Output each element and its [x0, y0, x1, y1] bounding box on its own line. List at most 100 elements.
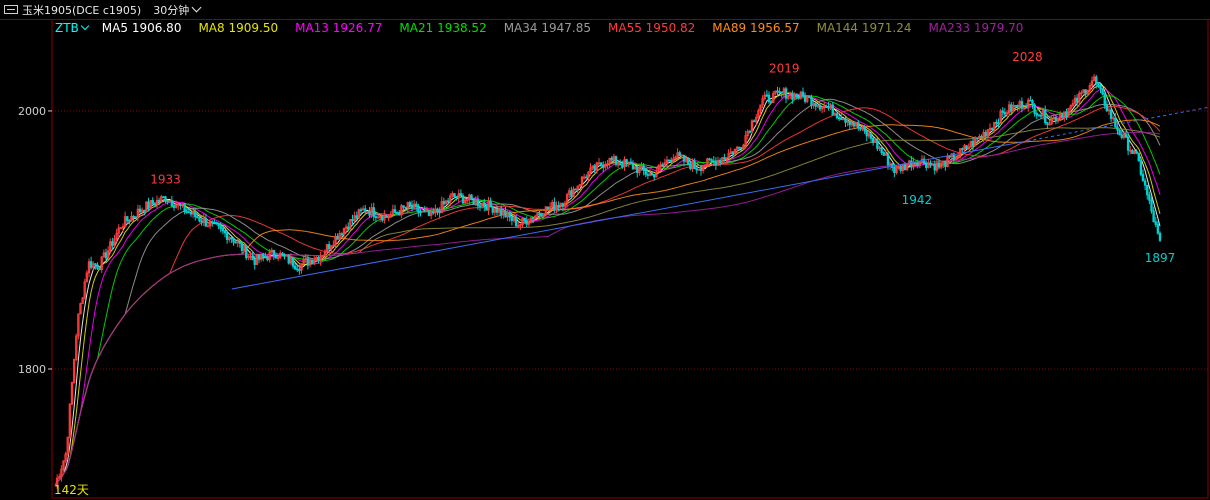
candle: [842, 117, 845, 121]
candle: [364, 204, 367, 214]
candle: [126, 216, 129, 225]
candle-body: [432, 210, 435, 214]
candle: [1129, 146, 1132, 155]
candle-body: [391, 209, 395, 215]
candle-body: [1084, 89, 1087, 95]
window-icon[interactable]: [4, 5, 18, 14]
candle: [901, 163, 905, 174]
candle-body: [130, 215, 133, 222]
candle: [740, 146, 743, 152]
candle-body: [859, 127, 862, 130]
candle: [1124, 130, 1128, 139]
candle-body: [814, 103, 817, 107]
candle-body: [327, 244, 331, 250]
candle-body: [593, 165, 596, 171]
candle-body: [587, 171, 590, 179]
candle-body: [55, 477, 59, 486]
candle-body: [383, 214, 386, 221]
period-selector[interactable]: 30分钟: [153, 2, 202, 18]
candle: [682, 154, 686, 167]
candle: [729, 147, 732, 155]
ma-line-ma13: [54, 88, 1161, 486]
candle-body: [886, 153, 890, 166]
candle: [245, 244, 248, 261]
candle-body: [699, 168, 703, 171]
y-tick-label-1800: 1800: [18, 363, 46, 376]
candle-body: [712, 160, 715, 163]
candle-body: [744, 135, 747, 146]
candle: [1014, 104, 1017, 107]
candle-body: [978, 135, 981, 139]
candle: [638, 164, 641, 176]
candle: [706, 157, 709, 167]
candle-body: [463, 199, 467, 204]
candle: [223, 230, 227, 238]
candle-body: [264, 256, 267, 258]
candle: [398, 209, 401, 216]
candle: [115, 228, 118, 243]
candle: [582, 173, 586, 180]
candle-body: [697, 168, 701, 171]
candle: [410, 200, 414, 212]
candle: [189, 211, 193, 217]
candle-body: [642, 165, 645, 171]
candle-body: [555, 205, 558, 210]
candle: [757, 108, 760, 119]
candle: [306, 254, 310, 270]
candle-body: [922, 158, 926, 165]
candle: [810, 94, 813, 109]
candle-body: [778, 91, 781, 94]
candle-body: [976, 137, 979, 140]
candle-body: [1031, 100, 1034, 106]
candle: [691, 158, 694, 172]
indicator-selector[interactable]: ZTB: [55, 21, 90, 35]
candle-body: [895, 166, 898, 173]
candle-body: [266, 256, 269, 261]
candle-body: [196, 216, 199, 219]
candle: [1090, 76, 1094, 89]
candle: [776, 86, 779, 97]
candle-body: [986, 129, 990, 137]
candle-body: [228, 237, 231, 240]
candle-body: [238, 241, 242, 244]
candle: [1101, 88, 1104, 96]
candle: [863, 124, 866, 134]
candle-body: [665, 159, 669, 164]
candle-body: [168, 200, 171, 203]
price-chart[interactable]: 1933 2019 1942 2028 1897 2000 1800 142天: [0, 20, 1210, 500]
candle-body: [733, 148, 737, 155]
candle: [211, 220, 214, 227]
candle-body: [799, 91, 803, 99]
candle-body: [253, 259, 256, 265]
candle-body: [106, 250, 110, 259]
candle: [470, 194, 473, 201]
candle-body: [1073, 97, 1077, 104]
candle-body: [187, 211, 191, 214]
candle: [750, 119, 754, 135]
candle: [612, 153, 616, 165]
candle: [876, 137, 879, 152]
candle: [657, 164, 660, 173]
candle: [1022, 106, 1026, 110]
candle-body: [336, 235, 339, 240]
candle-body: [963, 145, 966, 150]
candle-body: [982, 131, 985, 138]
candle: [687, 157, 690, 166]
candle-body: [931, 163, 934, 166]
candle-body: [251, 255, 254, 261]
candle: [1107, 105, 1111, 115]
candle-body: [1105, 104, 1109, 111]
candle: [565, 192, 569, 207]
candle: [1031, 99, 1034, 109]
candle-body: [1154, 221, 1157, 225]
candle-body: [1088, 85, 1092, 91]
candle: [72, 358, 76, 384]
candle-body: [750, 120, 754, 133]
candle-body: [472, 198, 475, 205]
candle: [748, 129, 752, 134]
candle: [376, 213, 380, 219]
candle-body: [1097, 82, 1100, 87]
candle-body: [402, 205, 405, 208]
candle: [999, 108, 1002, 124]
candle: [980, 134, 983, 140]
